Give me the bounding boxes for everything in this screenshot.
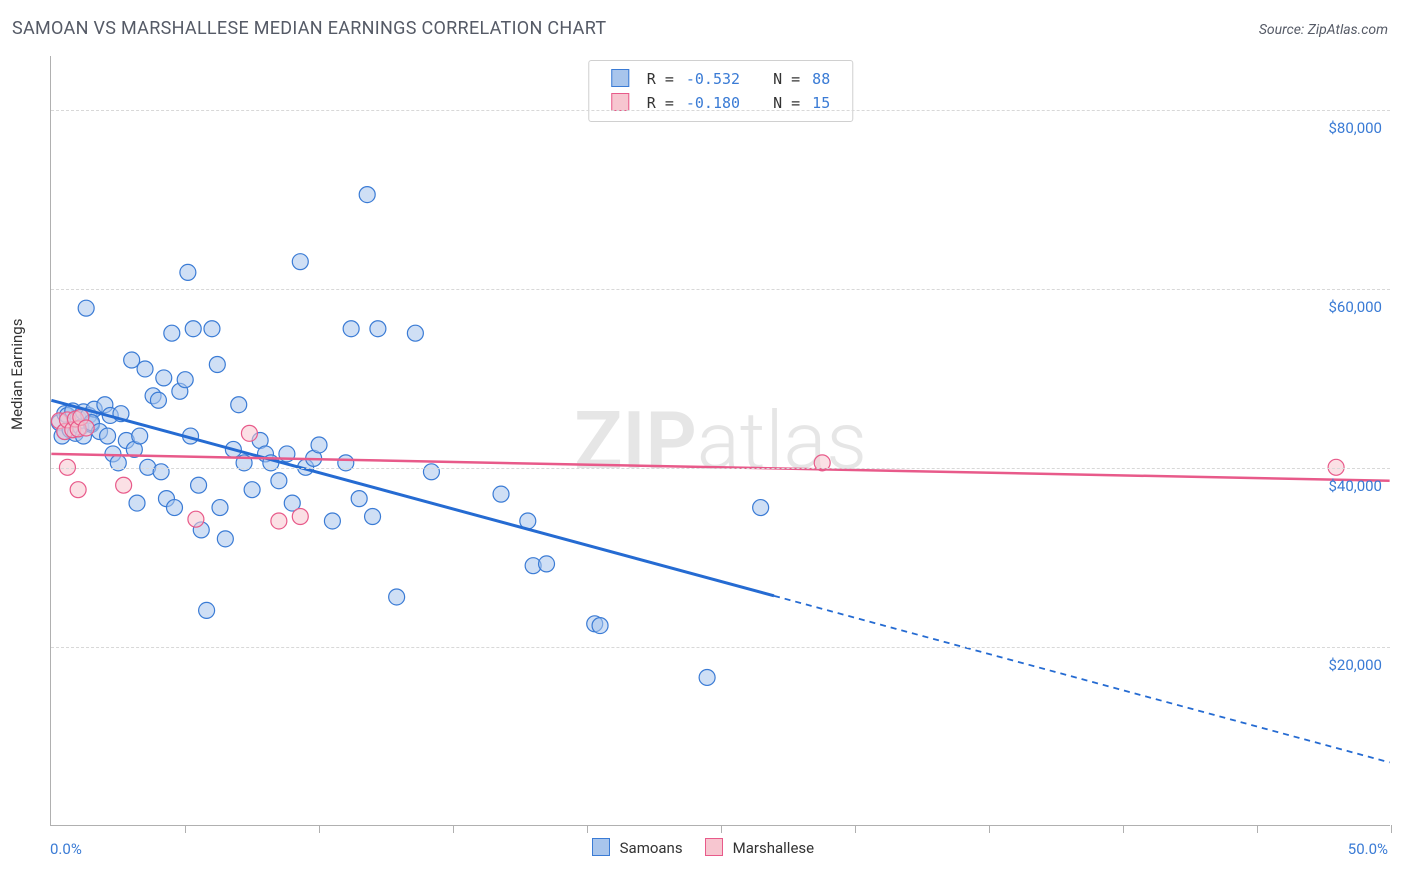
scatter-point bbox=[180, 264, 196, 280]
swatch-samoans-icon bbox=[611, 69, 629, 87]
scatter-point bbox=[292, 254, 308, 270]
scatter-point bbox=[78, 300, 94, 316]
r-label: R = bbox=[641, 67, 680, 91]
chart-container: SAMOAN VS MARSHALLESE MEDIAN EARNINGS CO… bbox=[0, 0, 1406, 892]
scatter-point bbox=[359, 187, 375, 203]
scatter-point bbox=[343, 321, 359, 337]
y-tick-label: $40,000 bbox=[1328, 477, 1382, 495]
scatter-point bbox=[212, 500, 228, 516]
scatter-point bbox=[188, 511, 204, 527]
r-value-marshallese: -0.180 bbox=[680, 91, 746, 115]
scatter-point bbox=[177, 372, 193, 388]
scatter-point bbox=[150, 392, 166, 408]
scatter-point bbox=[365, 509, 381, 525]
n-label: N = bbox=[767, 91, 806, 115]
n-label: N = bbox=[767, 67, 806, 91]
scatter-point bbox=[493, 486, 509, 502]
plot-svg bbox=[51, 56, 1390, 825]
scatter-point bbox=[271, 473, 287, 489]
scatter-point bbox=[241, 425, 257, 441]
scatter-point bbox=[753, 500, 769, 516]
scatter-point bbox=[129, 495, 145, 511]
scatter-point bbox=[389, 589, 405, 605]
swatch-marshallese-icon bbox=[611, 93, 629, 111]
scatter-point bbox=[592, 618, 608, 634]
scatter-point bbox=[324, 513, 340, 529]
scatter-point bbox=[167, 500, 183, 516]
plot-area: ZIPatlas R = -0.532 N = 88 R = -0.180 bbox=[50, 56, 1390, 826]
source-label: Source: ZipAtlas.com bbox=[1259, 22, 1388, 38]
scatter-point bbox=[271, 513, 287, 529]
r-label: R = bbox=[641, 91, 680, 115]
scatter-point bbox=[156, 370, 172, 386]
scatter-point bbox=[164, 325, 180, 341]
bottom-legend: Samoans Marshallese bbox=[0, 838, 1406, 857]
stats-legend-box: R = -0.532 N = 88 R = -0.180 N = 15 bbox=[588, 60, 853, 122]
scatter-point bbox=[78, 420, 94, 436]
legend-label-marshallese: Marshallese bbox=[733, 839, 814, 857]
y-tick-label: $60,000 bbox=[1328, 298, 1382, 316]
scatter-point bbox=[137, 361, 153, 377]
swatch-marshallese-icon bbox=[705, 838, 723, 856]
scatter-point bbox=[292, 509, 308, 525]
swatch-samoans-icon bbox=[592, 838, 610, 856]
scatter-point bbox=[70, 482, 86, 498]
chart-title: SAMOAN VS MARSHALLESE MEDIAN EARNINGS CO… bbox=[12, 18, 606, 39]
scatter-point bbox=[539, 556, 555, 572]
scatter-point bbox=[699, 669, 715, 685]
legend-label-samoans: Samoans bbox=[620, 839, 683, 857]
stats-row-marshallese: R = -0.180 N = 15 bbox=[605, 91, 836, 115]
scatter-point bbox=[351, 491, 367, 507]
scatter-point bbox=[231, 397, 247, 413]
scatter-point bbox=[116, 477, 132, 493]
n-value-samoans: 88 bbox=[806, 67, 836, 91]
y-tick-label: $80,000 bbox=[1328, 119, 1382, 137]
stats-row-samoans: R = -0.532 N = 88 bbox=[605, 67, 836, 91]
scatter-point bbox=[191, 477, 207, 493]
scatter-point bbox=[199, 602, 215, 618]
stats-table: R = -0.532 N = 88 R = -0.180 N = 15 bbox=[605, 67, 836, 115]
scatter-point bbox=[370, 321, 386, 337]
scatter-point bbox=[311, 437, 327, 453]
scatter-point bbox=[217, 531, 233, 547]
r-value-samoans: -0.532 bbox=[680, 67, 746, 91]
scatter-point bbox=[100, 428, 116, 444]
scatter-point bbox=[244, 482, 260, 498]
scatter-point bbox=[423, 464, 439, 480]
scatter-point bbox=[185, 321, 201, 337]
scatter-point bbox=[132, 428, 148, 444]
trend-line-extension bbox=[774, 596, 1390, 763]
y-tick-label: $20,000 bbox=[1328, 656, 1382, 674]
scatter-point bbox=[153, 464, 169, 480]
y-axis-label: Median Earnings bbox=[8, 319, 26, 430]
scatter-point bbox=[204, 321, 220, 337]
n-value-marshallese: 15 bbox=[806, 91, 836, 115]
scatter-point bbox=[209, 357, 225, 373]
scatter-point bbox=[407, 325, 423, 341]
